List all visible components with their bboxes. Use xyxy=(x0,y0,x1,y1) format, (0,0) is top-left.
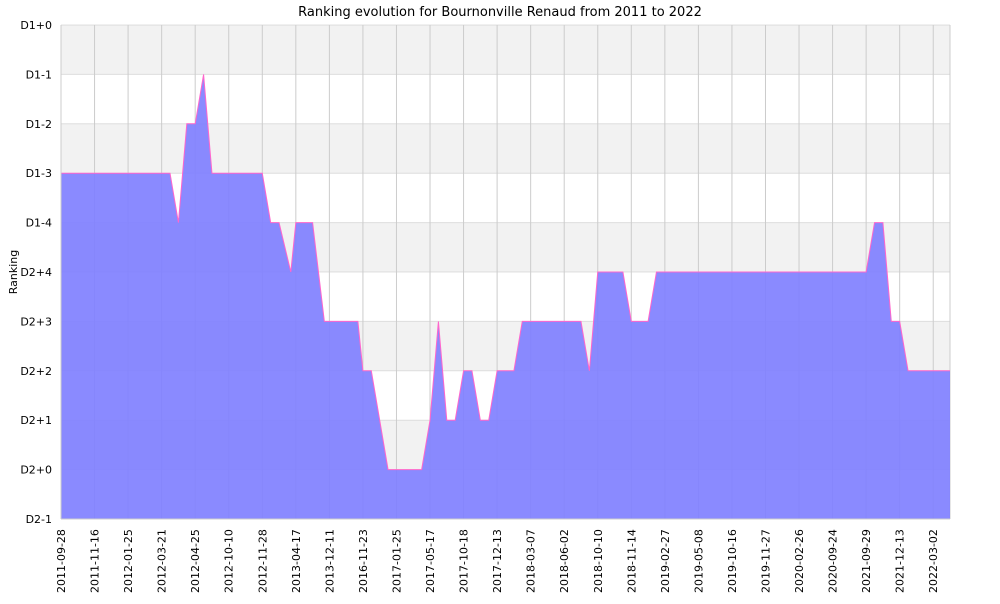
x-tick-label: 2016-11-23 xyxy=(357,529,370,593)
x-tick-label: 2018-03-07 xyxy=(525,529,538,593)
x-tick-label: 2019-10-16 xyxy=(726,529,739,593)
x-tick-label: 2021-12-13 xyxy=(894,529,907,593)
x-tick-label: 2022-03-02 xyxy=(927,529,940,593)
chart-title: Ranking evolution for Bournonville Renau… xyxy=(298,5,702,20)
band-8 xyxy=(61,74,950,124)
y-tick-label: D2+0 xyxy=(20,464,52,477)
x-tick-label: 2013-12-11 xyxy=(323,529,336,593)
band-9 xyxy=(61,25,950,75)
ranking-line xyxy=(61,74,950,471)
y-tick-label: D1-3 xyxy=(26,167,52,180)
ranking-area xyxy=(61,74,950,520)
x-tick-label: 2011-09-28 xyxy=(55,529,68,593)
x-tick-label: 2011-11-16 xyxy=(89,529,102,593)
x-tick-label: 2018-06-02 xyxy=(558,529,571,593)
y-tick-label: D1-4 xyxy=(26,217,52,230)
x-tick-label: 2012-10-10 xyxy=(223,529,236,593)
y-tick-label: D2+2 xyxy=(20,365,52,378)
x-tick-label: 2018-11-14 xyxy=(625,529,638,593)
x-tick-label: 2012-01-25 xyxy=(122,529,135,593)
y-tick-label: D2+4 xyxy=(20,266,52,279)
y-tick-label: D1+0 xyxy=(20,19,52,32)
x-tick-label: 2013-04-17 xyxy=(290,529,303,593)
x-tick-labels: 2011-09-28 2011-11-16 2012-01-25 2012-03-21… xyxy=(55,529,940,593)
x-tick-label: 2012-03-21 xyxy=(156,529,169,593)
x-tick-label: 2012-11-28 xyxy=(256,529,269,593)
x-tick-label: 2018-10-10 xyxy=(592,529,605,593)
y-tick-label: D2+1 xyxy=(20,414,52,427)
x-tick-label: 2017-12-13 xyxy=(491,529,504,593)
y-tick-label: D1-1 xyxy=(26,68,52,81)
y-tick-labels: D2-1 D2+0 D2+1 D2+2 D2+3 D2+4 D1-4 D1-3 D1-2 D1-1… xyxy=(20,19,52,526)
x-tick-label: 2019-11-27 xyxy=(759,529,772,593)
x-tick-label: 2020-02-26 xyxy=(793,529,806,593)
y-tick-label: D1-2 xyxy=(26,118,52,131)
y-axis-label: Ranking xyxy=(7,250,20,295)
x-tick-label: 2019-05-08 xyxy=(692,529,705,593)
x-tick-label: 2012-04-25 xyxy=(189,529,202,593)
x-tick-label: 2017-05-17 xyxy=(424,529,437,593)
x-tick-label: 2019-02-27 xyxy=(659,529,672,593)
x-tick-label: 2017-01-25 xyxy=(390,529,403,593)
y-tick-label: D2+3 xyxy=(20,315,52,328)
x-tick-label: 2017-10-18 xyxy=(458,529,471,593)
y-tick-label: D2-1 xyxy=(26,513,52,526)
x-tick-label: 2021-09-29 xyxy=(860,529,873,593)
x-tick-label: 2020-09-24 xyxy=(827,529,840,593)
